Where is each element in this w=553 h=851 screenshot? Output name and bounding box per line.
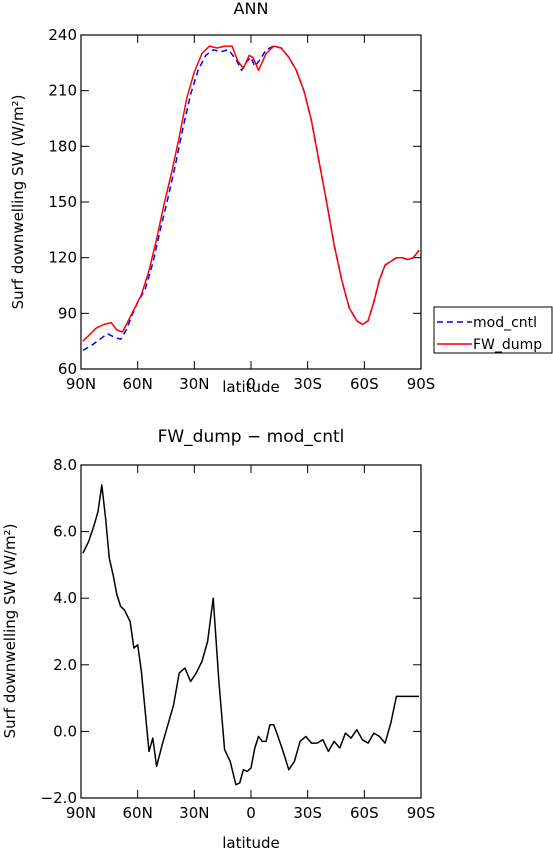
bottom-y-tick-label: 4.0 — [53, 589, 77, 607]
bottom-x-tick-label: 0 — [246, 804, 256, 822]
top-x-tick-label: 0 — [246, 375, 256, 393]
bottom-series-line-difference — [82, 484, 420, 786]
bottom-x-tick-label: 90S — [407, 804, 436, 822]
top-x-tick-label: 30N — [179, 375, 209, 393]
bottom-y-tick-label: 0.0 — [53, 722, 77, 740]
bottom-y-tick-label: 6.0 — [53, 523, 77, 541]
top-y-tick-label: 180 — [48, 137, 77, 155]
top-x-tick-label: 90S — [407, 375, 436, 393]
top-y-tick-label: 210 — [48, 82, 77, 100]
legend-label-mod-cntl: mod_cntl — [473, 315, 537, 331]
top-plot-frame — [80, 34, 422, 370]
bottom-y-tick-label: −2.0 — [41, 789, 77, 807]
bottom-x-tick-label: 90N — [66, 804, 96, 822]
bottom-y-tick-label: 2.0 — [53, 656, 77, 674]
top-y-tick-label: 60 — [58, 360, 77, 378]
top-y-tick-label: 240 — [48, 26, 77, 44]
top-y-tick-label: 120 — [48, 249, 77, 267]
top-series-line-fw-dump — [82, 45, 420, 342]
top-x-tick-label: 60S — [350, 375, 379, 393]
top-y-axis-label: Surf downwelling SW (W/m²) — [9, 95, 27, 310]
bottom-x-tick-label: 60N — [123, 804, 153, 822]
bottom-y-axis-label: Surf downwelling SW (W/m²) — [1, 524, 19, 739]
top-x-axis-label: latitude — [222, 378, 280, 396]
bottom-x-axis-label: latitude — [222, 834, 280, 851]
top-plot-area: 90N 60N 30N 0 30S 60S 90S 60 90 120 150 180 210 240 — [48, 26, 435, 393]
bottom-x-tick-label: 60S — [350, 804, 379, 822]
top-y-tick-label: 90 — [58, 304, 77, 322]
bottom-y-tick-label: 8.0 — [53, 456, 77, 474]
legend: mod_cntl FW_dump — [433, 306, 553, 354]
top-chart-title: ANN — [234, 0, 269, 18]
top-y-tick-label: 150 — [48, 193, 77, 211]
bottom-panel: FW_dump − mod_cntl 90N 60N 30N 0 30S 60S 90S −2… — [1, 427, 435, 851]
bottom-x-tick-label: 30N — [179, 804, 209, 822]
bottom-plot-area: 90N 60N 30N 0 30S 60S 90S −2.0 0.0 2.0 4.0 6.0 8.0 — [41, 456, 436, 822]
top-x-tick-label: 60N — [123, 375, 153, 393]
top-panel: ANN 90N 60N 30N 0 30S 60S 90S 60 90 120 150 180 210 2… — [9, 0, 553, 396]
top-series-line-mod-cntl — [82, 45, 420, 352]
legend-label-fw-dump: FW_dump — [473, 337, 542, 353]
top-x-tick-label: 90N — [66, 375, 96, 393]
bottom-plot-frame — [80, 464, 422, 799]
bottom-chart-title: FW_dump − mod_cntl — [158, 427, 345, 447]
bottom-x-tick-label: 30S — [293, 804, 322, 822]
legend-box — [433, 306, 553, 354]
top-x-tick-label: 30S — [293, 375, 322, 393]
